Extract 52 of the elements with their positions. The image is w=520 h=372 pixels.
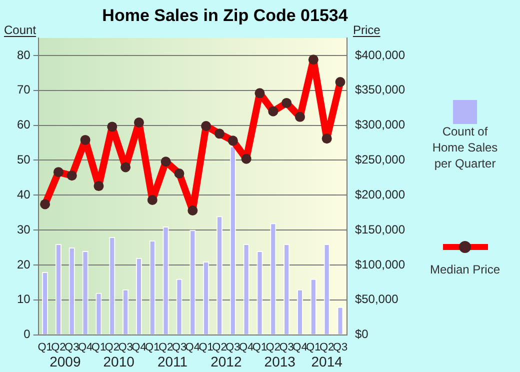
y-tick-label: 20 xyxy=(16,257,31,272)
x-tick-label: Q2 xyxy=(51,341,66,354)
y2-tick-label: $300,000 xyxy=(354,118,406,132)
text: 2012 xyxy=(210,354,242,370)
x-tick-label: Q3 xyxy=(172,341,187,354)
y-tick-label: 10 xyxy=(16,292,31,306)
x-tick-label: Q2 xyxy=(104,341,120,354)
text: 2013 xyxy=(264,354,296,370)
x-tick-label: Q2 xyxy=(319,341,334,354)
x-tick-label: Q3 xyxy=(118,341,133,354)
x-tick-label: Q1 xyxy=(38,341,52,354)
y-tick-label: 40 xyxy=(16,187,31,202)
x-tick-label: Q2 xyxy=(212,341,227,354)
text: 2014 xyxy=(311,354,343,370)
x-tick-label: Q4 xyxy=(132,341,146,354)
y-tick-label: 60 xyxy=(16,118,31,132)
x-tick-label: Q3 xyxy=(64,341,80,354)
x-tick-label: Q3 xyxy=(226,341,240,354)
y2-tick-label: $400,000 xyxy=(354,48,406,62)
legend-label: Count of Home Sales per Quarter xyxy=(432,124,498,170)
text: 2010 xyxy=(103,354,135,370)
y-tick-label: 30 xyxy=(16,222,31,236)
y2-tick-label: $50,000 xyxy=(354,292,399,306)
x-tick-label: Q1 xyxy=(252,341,268,354)
y2-tick-label: $100,000 xyxy=(354,257,406,272)
x-tick-label: Q1 xyxy=(198,341,214,354)
text: 2009 xyxy=(50,354,81,370)
y2-axis-title: Price xyxy=(352,23,381,37)
y2-tick-label: $200,000 xyxy=(354,187,406,202)
y2-tick-label: $0 xyxy=(354,327,369,342)
legend-label: Median Price xyxy=(430,262,500,276)
x-tick-label: Q4 xyxy=(185,341,200,354)
x-tick-label: Q2 xyxy=(266,341,280,354)
x-tick-label: Q1 xyxy=(306,341,321,354)
y-tick-label: 70 xyxy=(16,82,31,97)
text: 2011 xyxy=(157,354,188,370)
x-tick-label: Q4 xyxy=(78,341,93,354)
y-tick-label: 0 xyxy=(24,327,31,342)
y-axis-title: Count xyxy=(4,23,37,37)
x-tick-label: Q4 xyxy=(238,341,254,354)
x-tick-label: Q2 xyxy=(158,341,174,354)
x-tick-label: Q3 xyxy=(279,341,294,354)
y-tick-label: 50 xyxy=(16,152,31,167)
y-tick-label: 80 xyxy=(16,48,31,62)
x-tick-label: Q4 xyxy=(292,341,308,354)
chart-title: Home Sales in Zip Code 01534 xyxy=(102,6,348,25)
y2-tick-label: $150,000 xyxy=(354,222,406,236)
x-tick-label: Q3 xyxy=(332,341,348,354)
y2-tick-label: $350,000 xyxy=(354,82,406,97)
y2-tick-label: $250,000 xyxy=(354,152,406,167)
x-tick-label: Q1 xyxy=(91,341,106,354)
x-tick-label: Q1 xyxy=(145,341,160,354)
